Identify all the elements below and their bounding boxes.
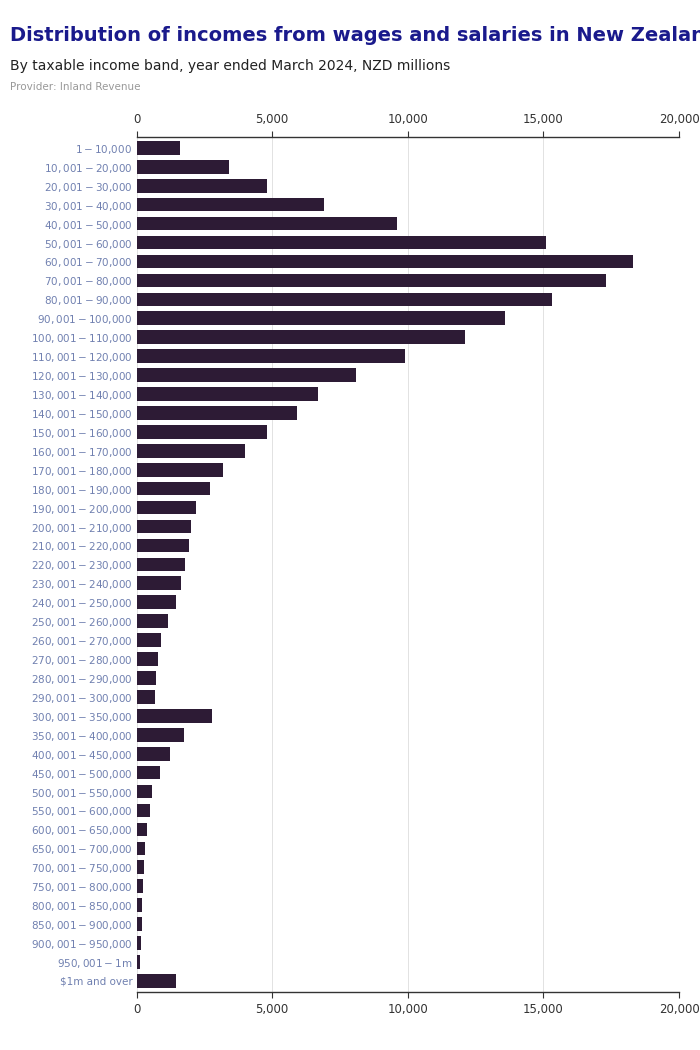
Bar	[136, 633, 161, 647]
Bar	[136, 784, 152, 798]
Bar	[136, 520, 190, 533]
Bar	[136, 652, 158, 666]
Bar	[136, 899, 142, 912]
Bar	[136, 765, 160, 779]
Bar	[136, 956, 140, 969]
Bar	[136, 501, 196, 514]
Bar	[136, 747, 170, 760]
Bar	[136, 312, 505, 326]
Bar	[136, 141, 180, 154]
Bar	[136, 841, 145, 855]
Bar	[136, 293, 552, 307]
Text: Provider: Inland Revenue: Provider: Inland Revenue	[10, 82, 141, 92]
Bar	[136, 274, 606, 288]
Text: figure.nz: figure.nz	[573, 18, 650, 34]
Bar	[136, 387, 318, 401]
Bar	[136, 576, 181, 590]
Text: By taxable income band, year ended March 2024, NZD millions: By taxable income band, year ended March…	[10, 59, 451, 72]
Bar	[136, 861, 144, 874]
Bar	[136, 595, 176, 609]
Bar	[136, 425, 267, 439]
Bar	[136, 350, 405, 363]
Bar	[136, 558, 186, 571]
Bar	[136, 197, 323, 211]
Bar	[136, 614, 168, 628]
Bar	[136, 803, 150, 817]
Bar	[136, 235, 546, 249]
Bar	[136, 406, 297, 420]
Bar	[136, 216, 397, 230]
Bar	[136, 160, 229, 173]
Bar	[136, 822, 147, 836]
Bar	[136, 918, 141, 931]
Bar	[136, 880, 143, 894]
Bar	[136, 709, 213, 722]
Bar	[136, 331, 465, 344]
Bar	[136, 728, 184, 741]
Bar	[136, 444, 245, 458]
Bar	[136, 539, 190, 552]
Bar	[136, 482, 210, 496]
Bar	[136, 974, 176, 988]
Bar	[136, 690, 155, 704]
Bar	[136, 178, 267, 192]
Bar	[136, 463, 223, 477]
Bar	[136, 671, 156, 685]
Text: Distribution of incomes from wages and salaries in New Zealand: Distribution of incomes from wages and s…	[10, 26, 700, 45]
Bar	[136, 937, 141, 950]
Bar	[136, 255, 633, 268]
Bar	[136, 369, 356, 382]
